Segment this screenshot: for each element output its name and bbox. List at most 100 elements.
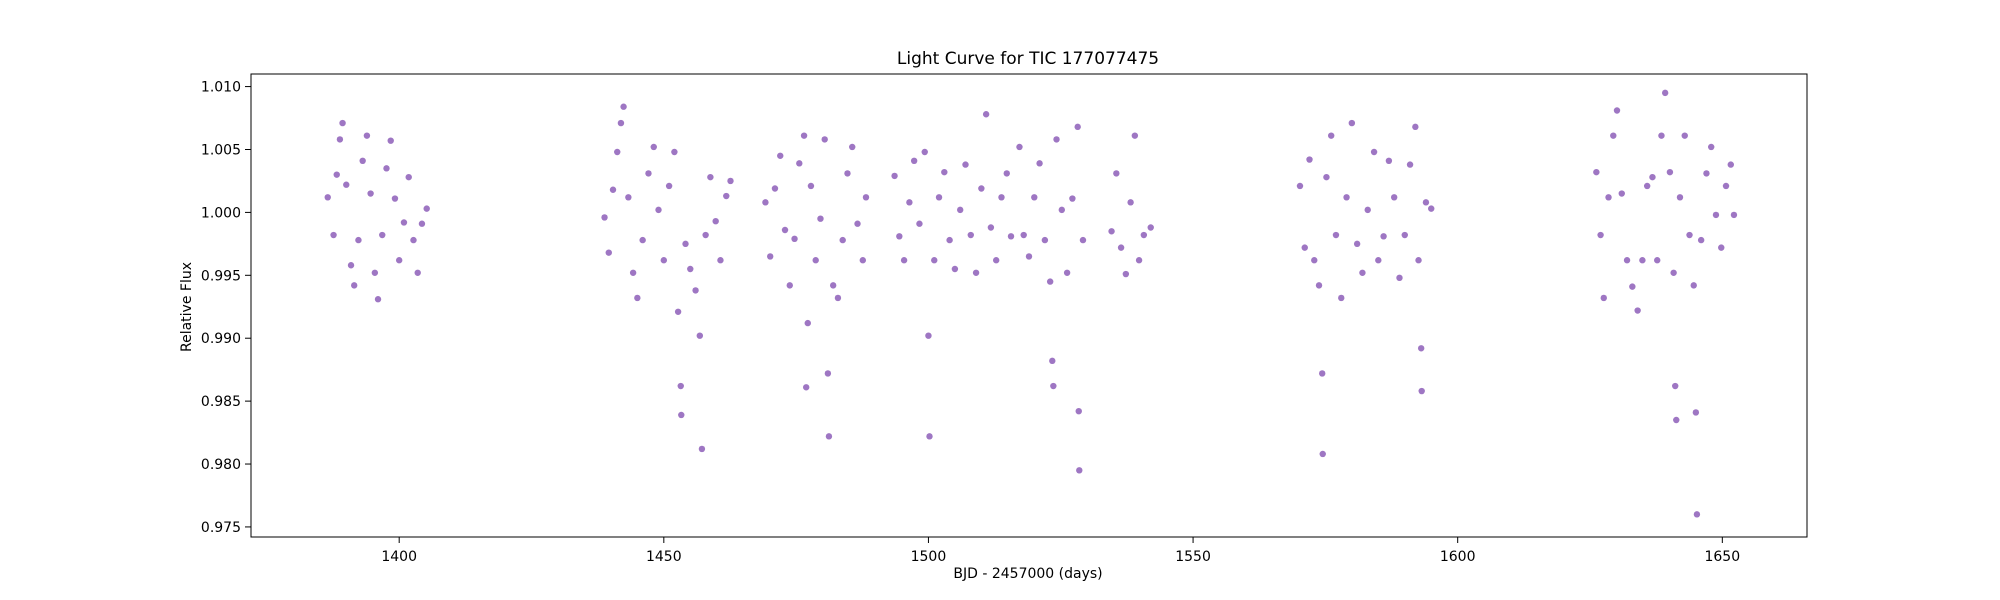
data-point — [1610, 132, 1617, 139]
data-point — [707, 173, 714, 181]
data-point — [1673, 416, 1680, 424]
data-point — [723, 192, 730, 200]
data-point — [1676, 194, 1684, 201]
data-point — [1075, 407, 1082, 415]
data-point — [982, 111, 990, 118]
plot-frame — [250, 73, 1808, 538]
data-point — [330, 231, 337, 239]
data-point — [712, 218, 719, 225]
data-point — [1359, 269, 1366, 276]
data-point — [910, 157, 918, 165]
data-point — [418, 220, 426, 227]
data-point — [645, 170, 652, 177]
data-point — [634, 294, 641, 302]
data-point — [423, 205, 430, 212]
data-point — [1131, 132, 1139, 139]
data-point — [387, 137, 394, 144]
data-point — [1415, 257, 1422, 264]
data-point — [601, 214, 608, 221]
data-point — [333, 171, 340, 178]
data-point — [1692, 409, 1700, 416]
data-point — [347, 262, 355, 269]
data-point — [1053, 136, 1060, 143]
data-points — [324, 89, 1738, 518]
data-point — [1370, 148, 1378, 156]
data-point — [1319, 370, 1326, 377]
data-point — [1639, 257, 1646, 264]
data-point — [1600, 294, 1607, 302]
data-point — [767, 253, 774, 260]
data-point — [1113, 170, 1120, 177]
data-point — [786, 282, 793, 289]
data-point — [962, 161, 969, 168]
data-point — [1063, 269, 1071, 276]
data-point — [363, 132, 371, 139]
data-point — [1041, 236, 1049, 244]
data-point — [824, 370, 832, 377]
data-point — [1069, 195, 1076, 202]
data-point — [957, 206, 964, 214]
y-tick-label: 1.010 — [201, 80, 241, 96]
data-point — [781, 226, 789, 234]
data-point — [1686, 231, 1693, 239]
data-point — [839, 236, 846, 244]
data-point — [1658, 132, 1665, 139]
data-point — [1727, 161, 1734, 168]
data-point — [935, 194, 943, 201]
data-point — [655, 206, 662, 214]
chart-title: Light Curve for TIC 177077475 — [897, 49, 1159, 69]
data-point — [1122, 270, 1130, 278]
data-point — [829, 282, 837, 289]
x-tick-label: 1450 — [646, 549, 682, 565]
data-point — [400, 219, 408, 226]
data-point — [1338, 294, 1345, 302]
data-point — [1649, 173, 1656, 181]
data-point — [906, 199, 913, 206]
data-point — [849, 143, 856, 151]
data-point — [1301, 244, 1308, 251]
data-point — [660, 257, 668, 264]
data-point — [862, 194, 870, 201]
data-point — [702, 231, 709, 239]
data-point — [620, 103, 627, 110]
data-point — [1296, 182, 1304, 190]
data-point — [967, 231, 974, 239]
data-point — [359, 157, 366, 165]
data-point — [972, 269, 980, 276]
data-point — [916, 220, 923, 227]
data-point — [410, 236, 417, 244]
data-point — [1117, 244, 1125, 251]
data-point — [1406, 161, 1414, 168]
data-point — [414, 269, 421, 276]
data-point — [671, 148, 678, 156]
data-point — [717, 257, 724, 264]
y-tick-label: 0.990 — [201, 331, 241, 347]
data-point — [859, 257, 867, 264]
data-point — [926, 433, 933, 440]
data-point — [1618, 190, 1625, 197]
data-point — [1306, 156, 1313, 163]
data-point — [807, 182, 815, 190]
data-point — [1050, 382, 1057, 390]
y-tick-label: 1.000 — [201, 205, 241, 221]
data-point — [844, 170, 851, 177]
data-point — [698, 445, 706, 453]
data-point — [925, 332, 932, 339]
data-point — [625, 194, 632, 201]
data-point — [1003, 170, 1010, 177]
data-point — [1353, 240, 1361, 248]
data-point — [1708, 143, 1715, 151]
data-point — [1074, 123, 1081, 131]
data-point — [1718, 244, 1725, 251]
data-point — [1697, 236, 1705, 244]
data-point — [379, 231, 386, 239]
data-point — [639, 236, 646, 244]
data-point — [800, 132, 808, 139]
data-point — [1643, 182, 1651, 190]
data-point — [1681, 132, 1688, 139]
data-point — [1020, 231, 1027, 239]
data-point — [605, 249, 612, 256]
data-point — [1401, 231, 1408, 239]
data-point — [1690, 282, 1697, 289]
